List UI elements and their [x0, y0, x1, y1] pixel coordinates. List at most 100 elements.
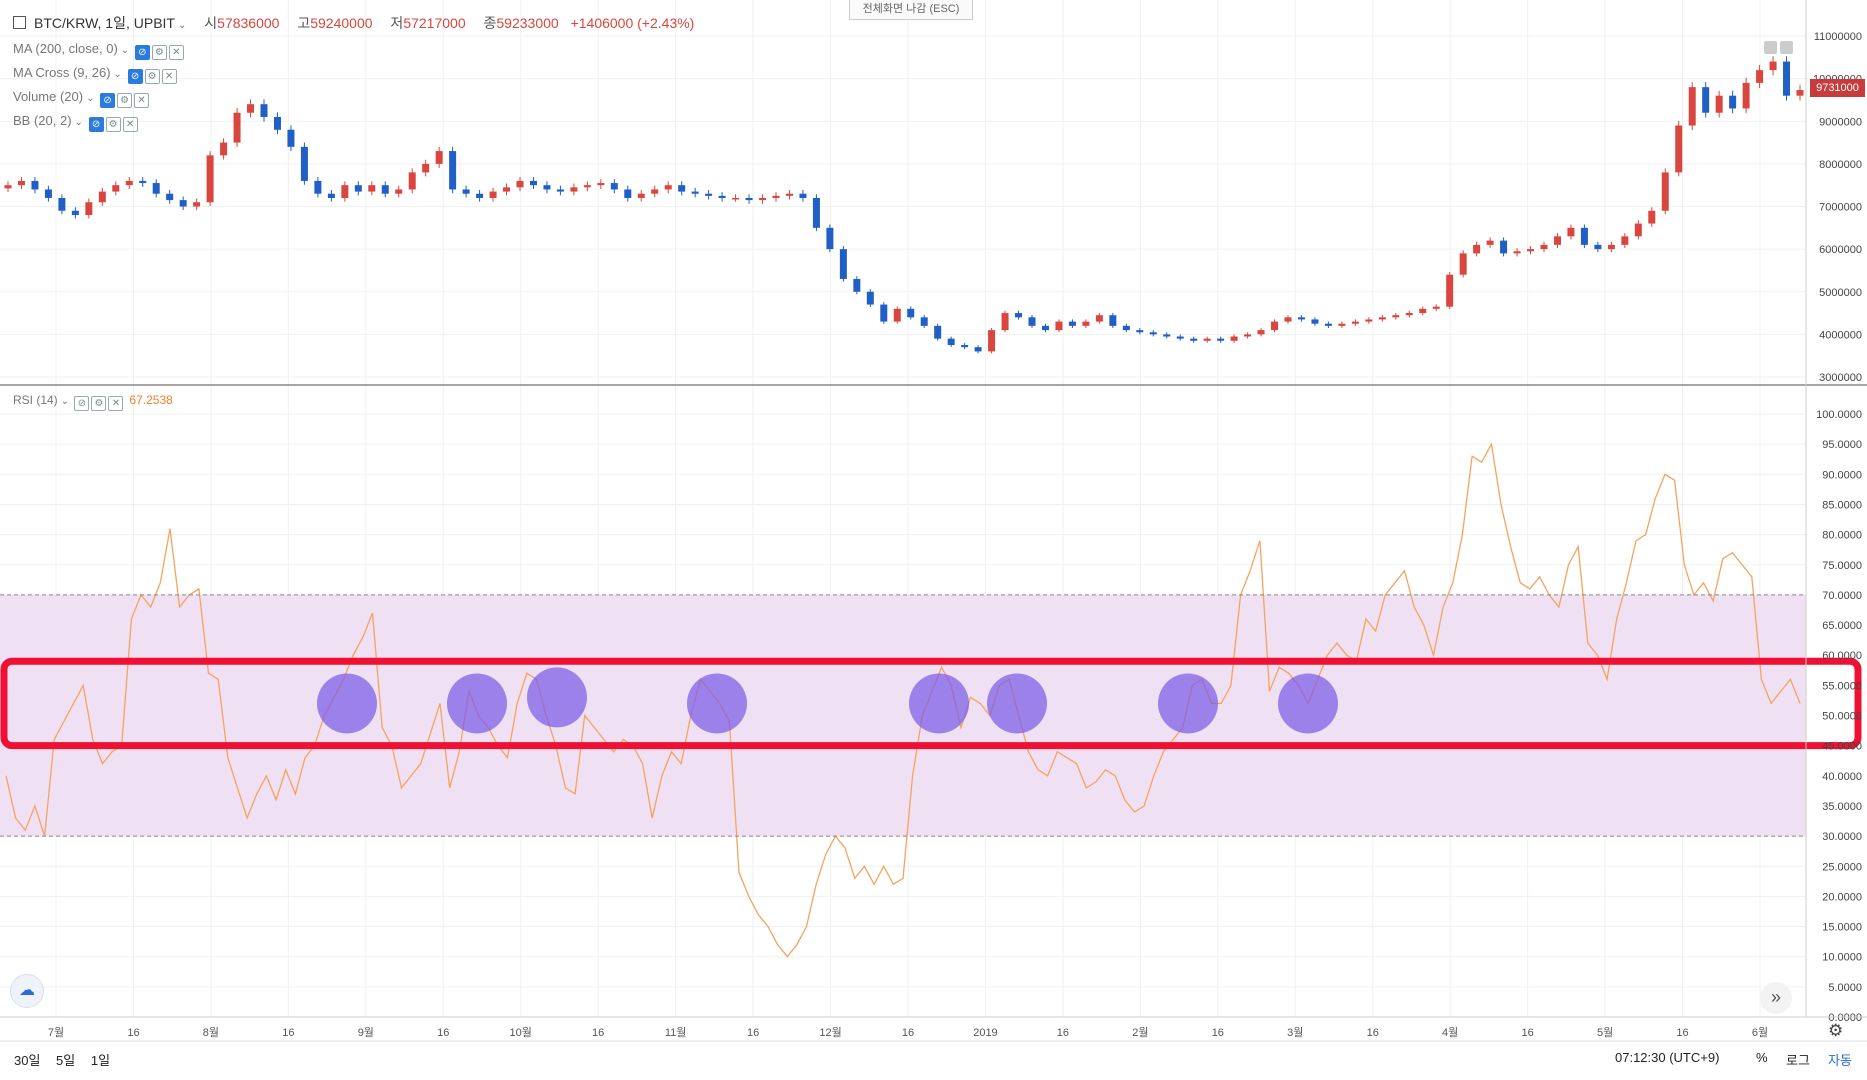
highlight-circle	[987, 673, 1047, 734]
range-1d[interactable]: 1일	[90, 1053, 111, 1068]
candle-body	[664, 185, 672, 190]
candle-body	[85, 202, 93, 216]
rsi-legend[interactable]: RSI (14) ⌄ ⊘ ⚙ ✕ 67.2538	[13, 393, 173, 411]
candle-body	[853, 278, 861, 292]
close-icon[interactable]: ✕	[168, 45, 184, 60]
indicator-ma200[interactable]: MA (200, close, 0) ⌄ ⊘ ⚙ ✕	[13, 41, 184, 60]
x-tick-label: 4월	[1442, 1026, 1458, 1039]
fullscreen-exit-hint[interactable]: 전체화면 나감 (ESC)	[849, 0, 973, 20]
range-5d[interactable]: 5일	[56, 1053, 76, 1068]
rsi-tick-label: 75.0000	[1822, 560, 1862, 572]
candle-body	[193, 202, 201, 207]
close-icon[interactable]: ✕	[122, 117, 138, 132]
indicator-bb[interactable]: BB (20, 2) ⌄ ⊘ ⚙ ✕	[13, 113, 138, 132]
visibility-icon[interactable]: ⊘	[88, 117, 104, 132]
candle-body	[1742, 82, 1750, 109]
pane-controls[interactable]	[1764, 41, 1796, 59]
settings-icon[interactable]: ⚙	[144, 69, 160, 84]
visibility-icon[interactable]: ⊘	[74, 396, 90, 411]
candle-body	[1459, 253, 1467, 275]
indicator-volume[interactable]: Volume (20) ⌄ ⊘ ⚙ ✕	[13, 89, 150, 108]
tradingview-logo-icon[interactable]: ☁	[10, 974, 44, 1008]
candle-body	[1621, 236, 1629, 245]
candle-body	[1378, 317, 1386, 320]
close-icon[interactable]: ✕	[108, 396, 124, 411]
candle-body	[1553, 236, 1561, 245]
visibility-icon[interactable]: ⊘	[134, 45, 150, 60]
candle-body	[58, 197, 66, 211]
gear-icon[interactable]: ⚙	[1828, 1021, 1844, 1040]
candle-body	[732, 197, 740, 200]
candle-body	[1419, 308, 1427, 314]
settings-icon[interactable]: ⚙	[151, 45, 167, 60]
visibility-icon[interactable]: ⊘	[100, 93, 116, 108]
price-tick-label: 3000000	[1819, 372, 1862, 384]
indicator-label: MA (200, close, 0)	[13, 41, 118, 56]
x-tick-label: 6월	[1752, 1026, 1768, 1039]
candle-body	[220, 142, 228, 156]
close-icon[interactable]: ✕	[161, 69, 177, 84]
x-tick-label: 7월	[48, 1026, 64, 1039]
close-icon[interactable]: ✕	[134, 93, 150, 108]
candle-body	[449, 151, 457, 190]
symbol-label[interactable]: BTC/KRW, 1일, UPBIT	[34, 15, 175, 31]
percent-toggle[interactable]: %	[1756, 1050, 1768, 1065]
candle-body	[1068, 321, 1076, 326]
candle-body	[597, 183, 605, 186]
settings-icon[interactable]: ⚙	[117, 93, 133, 108]
range-30d[interactable]: 30일	[14, 1053, 41, 1068]
visibility-icon[interactable]: ⊘	[127, 69, 143, 84]
candle-body	[206, 155, 214, 203]
auto-toggle[interactable]: 자동	[1828, 1053, 1852, 1068]
candle-body	[489, 191, 497, 198]
candle-body	[880, 304, 888, 322]
log-toggle[interactable]: 로그	[1786, 1053, 1810, 1068]
candle-body	[961, 345, 969, 348]
candle-body	[247, 104, 255, 113]
candle-body	[529, 180, 537, 186]
maximize-pane-icon[interactable]	[1780, 41, 1793, 54]
clock[interactable]: 07:12:30 (UTC+9)	[1615, 1050, 1720, 1065]
candle-body	[678, 185, 686, 192]
rsi-band	[0, 594, 1806, 837]
candle-body	[1661, 172, 1669, 211]
x-tick-label: 16	[747, 1027, 759, 1039]
collapse-icon[interactable]	[13, 16, 26, 29]
rsi-value: 67.2538	[129, 393, 173, 407]
scroll-to-latest-icon[interactable]: »	[1760, 982, 1792, 1014]
candle-body	[1769, 61, 1777, 71]
candle-body	[17, 180, 25, 186]
settings-icon[interactable]: ⚙	[91, 396, 107, 411]
candle-body	[1244, 334, 1252, 337]
symbol-legend[interactable]: BTC/KRW, 1일, UPBIT ⌄ 시57836000 고59240000 …	[13, 13, 694, 33]
rsi-tick-label: 55.0000	[1822, 680, 1862, 692]
highlight-circle	[527, 667, 587, 728]
settings-icon[interactable]: ⚙	[105, 117, 121, 132]
rsi-tick-label: 70.0000	[1822, 590, 1862, 602]
candle-body	[1527, 249, 1535, 252]
candle-body	[745, 197, 753, 201]
candle-body	[1217, 338, 1225, 341]
candle-body	[435, 151, 443, 164]
collapse-pane-icon[interactable]	[1764, 41, 1777, 54]
indicator-macross[interactable]: MA Cross (9, 26) ⌄ ⊘ ⚙ ✕	[13, 65, 177, 84]
candle-body	[112, 185, 120, 192]
highlight-circle	[687, 673, 747, 734]
chevron-down-icon[interactable]: ⌄	[177, 20, 187, 31]
rsi-tick-label: 85.0000	[1822, 499, 1862, 511]
x-tick-label: 5월	[1597, 1026, 1613, 1039]
candle-body	[300, 146, 308, 181]
candle-body	[314, 180, 322, 194]
candle-body	[1715, 95, 1723, 113]
candle-body	[543, 185, 551, 190]
axes: 7월 16 8월 16 9월 16 10월 16 11월 16 12월 16 2019 16 2월 16 3월 1…	[0, 0, 1867, 1042]
grid-lines	[0, 0, 1806, 1018]
rsi-tick-label: 65.0000	[1822, 620, 1862, 632]
range-buttons[interactable]: 30일 5일 1일	[14, 1050, 122, 1069]
candle-body	[341, 185, 349, 198]
candle-body	[1176, 336, 1184, 339]
candle-body	[1190, 338, 1198, 341]
candle-body	[1594, 244, 1602, 250]
rsi-tick-label: 5.0000	[1828, 982, 1862, 994]
